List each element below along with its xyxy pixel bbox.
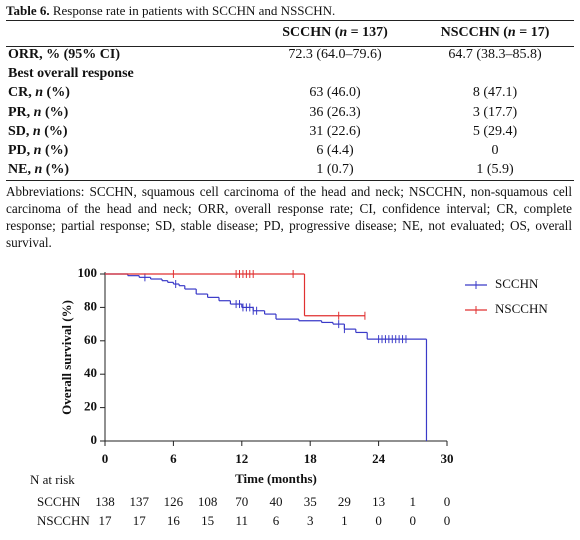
risk-count: 137 [129,494,149,509]
y-tick-label: 20 [84,399,97,414]
risk-count: 1 [341,513,348,528]
risk-row-name: NSCCHN [37,513,90,528]
cell: 31 (22.6) [309,123,361,139]
row-label: PD, n (%) [8,143,68,159]
cell: 64.7 (38.3–85.8) [448,47,542,62]
text-pre: ORR, % (95% CI) [8,47,120,62]
caption-text: Response rate in patients with SCCHN and… [49,3,336,18]
rule [6,180,574,181]
risk-count: 0 [375,513,382,528]
caption-label: Table 6. [6,3,50,18]
text-em: n [507,25,516,40]
row-label: ORR, % (95% CI) [8,47,120,63]
text-pre: SCCHN ( [282,25,340,40]
legend-label: NSCCHN [495,301,548,316]
risk-count: 16 [167,513,181,528]
y-tick-label: 60 [84,332,97,347]
footnote: Abbreviations: SCCHN, squamous cell carc… [6,184,572,250]
text-em: n [34,162,43,178]
risk-count: 6 [273,513,280,528]
risk-count: 11 [236,513,249,528]
cell: 72.3 (64.0–79.6) [288,47,382,62]
risk-title: N at risk [30,472,75,487]
y-tick-label: 100 [78,265,98,280]
cell: 3 (17.7) [472,104,518,120]
cell: 8 (47.1) [472,85,518,101]
legend-label: SCCHN [495,276,539,291]
risk-count: 35 [304,494,317,509]
cell: 0 [491,143,499,158]
text-em: n [35,85,44,101]
risk-count: 0 [410,513,417,528]
x-tick-label: 30 [441,451,454,466]
column-header: SCCHN (n = 137) [250,25,420,41]
text-post: = 17) [515,25,550,40]
risk-row-name: SCCHN [37,494,81,509]
cell: 36 (26.3) [309,104,361,120]
row-label: PR, n (%) [8,105,68,121]
risk-count: 108 [198,494,218,509]
y-tick-label: 40 [84,365,97,380]
text-em: n [32,123,41,139]
risk-count: 138 [95,494,115,509]
text-pre: CR, [8,85,36,101]
x-tick-label: 24 [372,451,386,466]
row-label: CR, n (%) [8,85,70,101]
risk-count: 40 [270,494,283,509]
y-tick-label: 0 [91,432,98,447]
row-label: SD, n (%) [8,124,68,140]
text-post: (%) [41,104,69,120]
x-tick-label: 18 [304,451,318,466]
text-pre: SD, [8,123,33,139]
risk-count: 0 [444,494,451,509]
x-tick-label: 6 [170,451,177,466]
risk-count: 70 [235,494,248,509]
cell: 1 (5.9) [476,162,514,178]
cell: 6 (4.4) [316,143,354,158]
y-axis-label: Overall survival (%) [59,300,74,415]
text-em: n [33,143,42,158]
risk-count: 15 [201,513,214,528]
risk-count: 17 [133,513,147,528]
text-post: (%) [42,162,70,178]
text-em: n [33,104,42,120]
text-post: = 137) [347,25,388,40]
caption: Table 6. Response rate in patients with … [6,3,335,19]
risk-count: 17 [99,513,113,528]
row-label: NE, n (%) [8,162,69,178]
risk-count: 29 [338,494,351,509]
text-pre: NSCCHN ( [440,25,508,40]
rule [6,20,574,21]
risk-count: 126 [164,494,184,509]
cell: 1 (0.7) [316,162,354,178]
cell: 5 (29.4) [472,123,518,139]
row-label: Best overall response [8,66,134,82]
text-post: (%) [40,123,68,139]
column-header: NSCCHN (n = 17) [410,25,580,41]
cell: 63 (46.0) [309,85,361,101]
x-tick-label: 12 [235,451,248,466]
risk-count: 0 [444,513,451,528]
text-pre: Best overall response [8,66,134,82]
risk-count: 3 [307,513,314,528]
x-axis-label: Time (months) [235,471,317,486]
rule [6,46,574,47]
text-post: (%) [43,85,70,101]
text-post: (%) [41,143,69,158]
y-tick-label: 80 [84,298,97,313]
x-tick-label: 0 [102,451,109,466]
text-pre: NE, [8,162,35,178]
risk-count: 1 [410,494,417,509]
text-pre: PR, [8,104,34,120]
text-pre: PD, [8,143,34,158]
risk-count: 13 [372,494,385,509]
text-em: n [339,25,348,40]
